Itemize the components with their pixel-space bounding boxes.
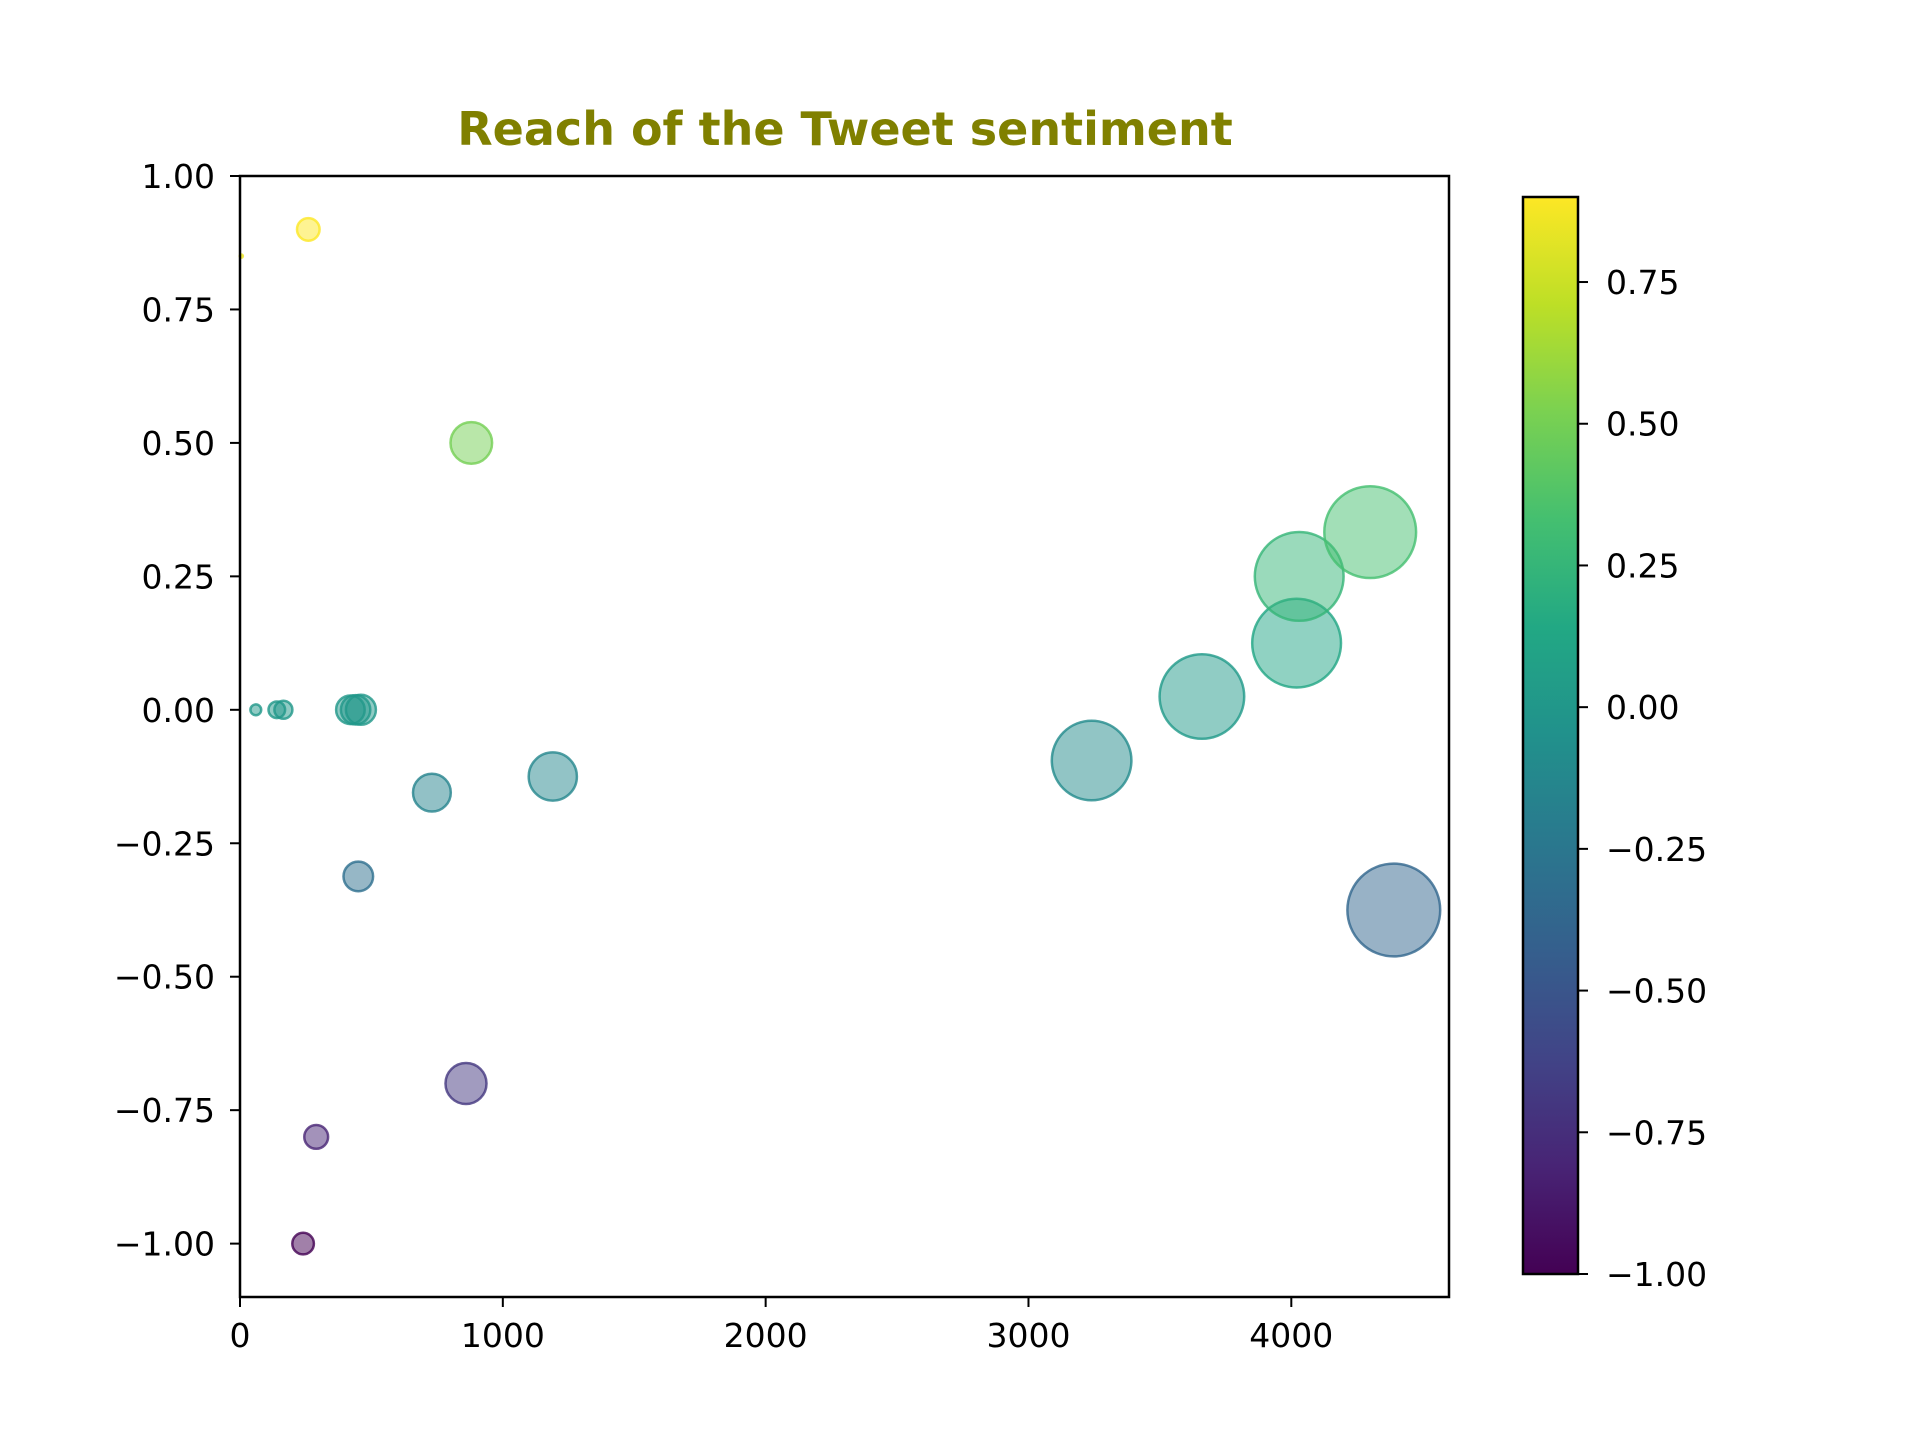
plot-frame — [238, 174, 1451, 1299]
data-point — [1158, 652, 1246, 741]
x-tick-label: 0 — [230, 1316, 251, 1355]
data-point — [295, 216, 321, 242]
y-tick-label: −0.25 — [114, 824, 215, 863]
y-tick-label: 0.50 — [142, 424, 215, 463]
colorbar-tick-label: 0.00 — [1606, 688, 1679, 727]
colorbar-tick-label: −0.75 — [1606, 1113, 1707, 1152]
data-point — [444, 1061, 488, 1106]
colorbar-tick-label: 0.25 — [1606, 546, 1679, 585]
colorbar-tick-label: −1.00 — [1606, 1255, 1707, 1294]
data-point — [527, 751, 579, 802]
data-point — [449, 420, 494, 465]
data-point — [1050, 719, 1133, 802]
x-tick-label: 1000 — [461, 1316, 545, 1355]
x-tick-label: 3000 — [986, 1316, 1070, 1355]
colorbar-tick-label: 0.75 — [1606, 263, 1679, 302]
data-point — [273, 699, 294, 721]
y-tick-label: −0.75 — [114, 1091, 215, 1130]
chart-title: Reach of the Tweet sentiment — [457, 102, 1232, 156]
colorbar-tick-label: −0.50 — [1606, 972, 1707, 1011]
data-points — [238, 216, 1442, 1256]
colorbar-tick-label: −0.25 — [1606, 830, 1707, 869]
data-point — [1323, 484, 1418, 580]
data-point — [1253, 530, 1345, 623]
y-tick-label: −0.50 — [114, 958, 215, 997]
data-point — [249, 703, 263, 717]
data-point — [344, 693, 378, 727]
data-point — [303, 1123, 330, 1151]
colorbar-tick-label: 0.50 — [1606, 405, 1679, 444]
data-point — [1346, 862, 1442, 958]
data-point — [411, 772, 453, 813]
data-point — [291, 1231, 316, 1256]
y-tick-label: 0.75 — [142, 290, 215, 329]
colorbar — [1521, 195, 1580, 1276]
y-tick-label: 0.00 — [142, 691, 215, 730]
data-point — [342, 860, 375, 893]
x-axis: 0 1000 2000 3000 4000 — [230, 1297, 1333, 1355]
y-tick-label: −1.00 — [114, 1225, 215, 1264]
colorbar-axis: 0.75 0.50 0.25 0.00 −0.25 −0.50 −0.75 −1.00 — [1578, 263, 1707, 1294]
y-tick-label: 1.00 — [142, 157, 215, 196]
y-tick-label: 0.25 — [142, 557, 215, 596]
x-tick-label: 2000 — [724, 1316, 808, 1355]
x-tick-label: 4000 — [1249, 1316, 1333, 1355]
y-axis: 1.00 0.75 0.50 0.25 0.00 −0.25 −0.50 −0.75 −1.00 — [114, 157, 240, 1264]
